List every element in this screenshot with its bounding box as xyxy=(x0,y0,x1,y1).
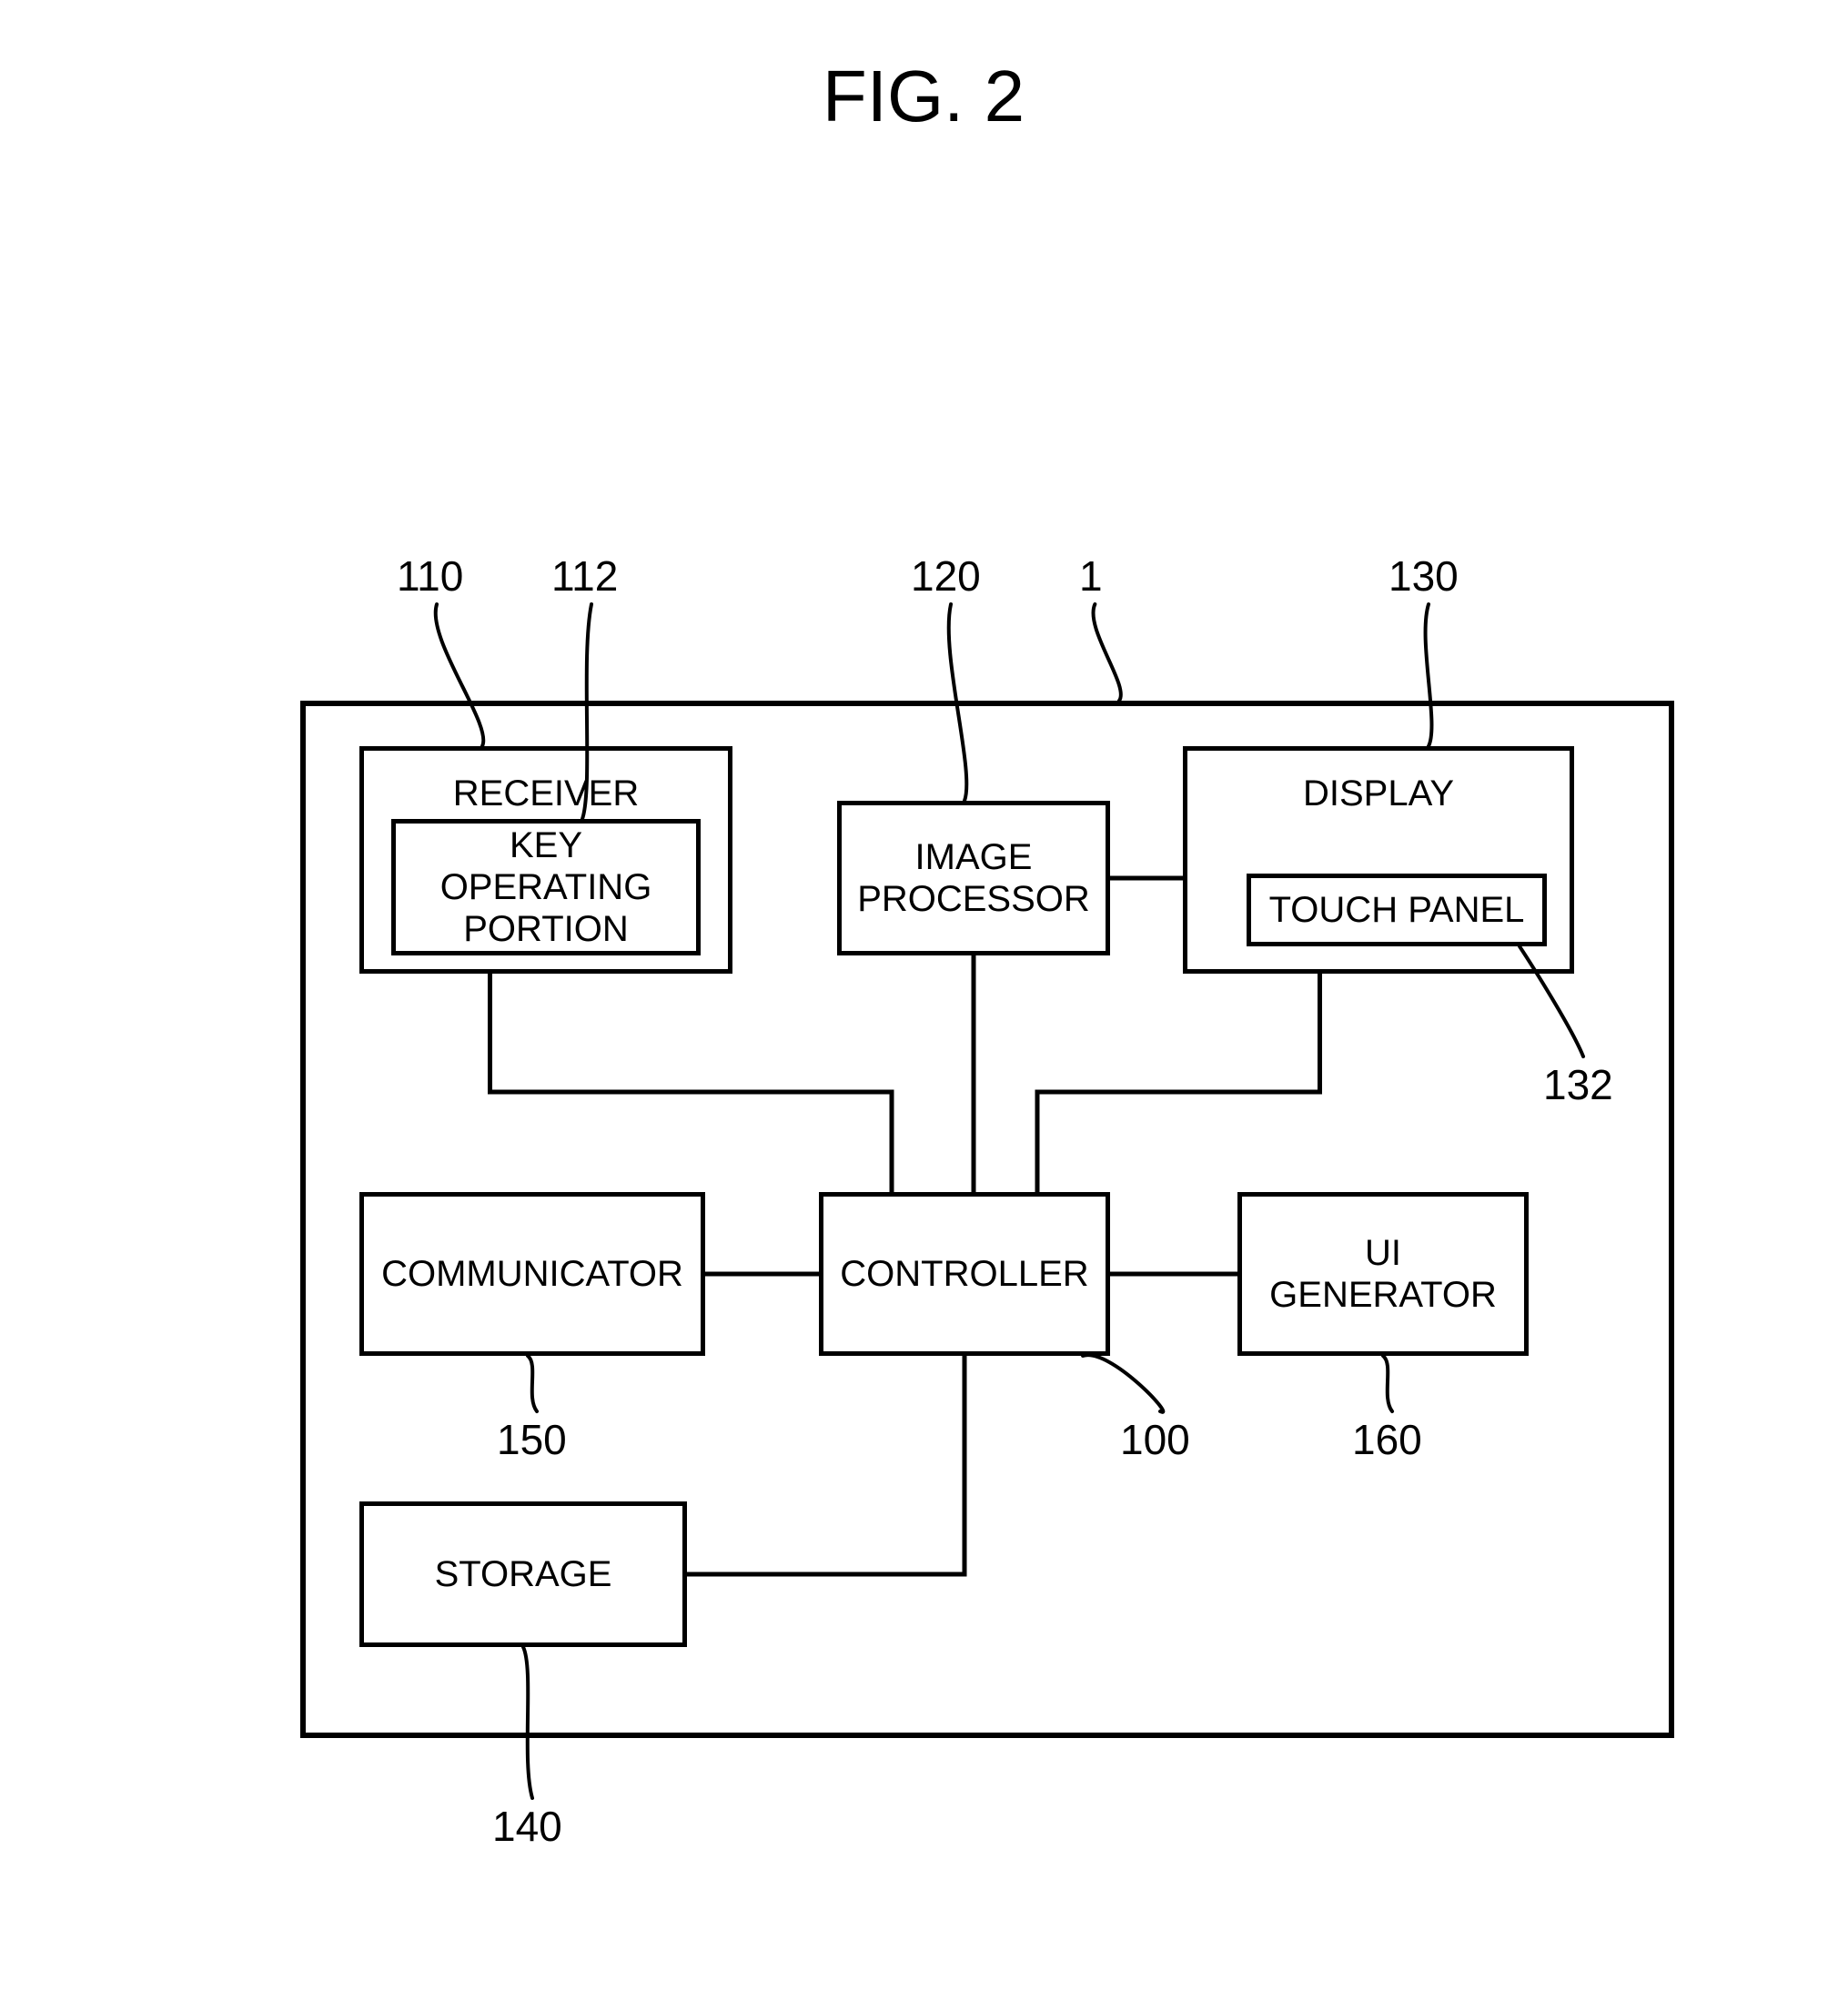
ref-150: 150 xyxy=(497,1415,567,1464)
ref-120: 120 xyxy=(911,551,981,601)
node-label: CONTROLLER xyxy=(840,1253,1088,1295)
node-label: TOUCH PANEL xyxy=(1269,889,1525,931)
ref-100: 100 xyxy=(1120,1415,1190,1464)
node-controller: CONTROLLER xyxy=(819,1192,1110,1356)
node-label: DISPLAY xyxy=(1187,773,1570,814)
ref-1: 1 xyxy=(1079,551,1103,601)
node-label: STORAGE xyxy=(435,1553,612,1595)
ref-132: 132 xyxy=(1543,1060,1613,1109)
node-label: RECEIVER xyxy=(364,773,728,814)
figure-title: FIG. 2 xyxy=(742,55,1106,138)
ref-160: 160 xyxy=(1352,1415,1422,1464)
node-image-processor: IMAGE PROCESSOR xyxy=(837,801,1110,955)
node-label: COMMUNICATOR xyxy=(381,1253,683,1295)
ref-110: 110 xyxy=(397,551,463,601)
node-label: KEY OPERATING PORTION xyxy=(440,824,652,950)
node-storage: STORAGE xyxy=(359,1501,687,1647)
node-touch-panel: TOUCH PANEL xyxy=(1247,874,1547,946)
node-communicator: COMMUNICATOR xyxy=(359,1192,705,1356)
node-key-portion: KEY OPERATING PORTION xyxy=(391,819,701,955)
node-label: UI GENERATOR xyxy=(1269,1232,1497,1316)
ref-140: 140 xyxy=(492,1802,562,1851)
ref-112: 112 xyxy=(551,551,618,601)
node-label: IMAGE PROCESSOR xyxy=(857,836,1090,920)
ref-130: 130 xyxy=(1389,551,1459,601)
node-ui-generator: UI GENERATOR xyxy=(1237,1192,1529,1356)
diagram-root: FIG. 2 RECEIVER KEY OPERATING PORTION IMAGE… xyxy=(0,0,1848,1991)
